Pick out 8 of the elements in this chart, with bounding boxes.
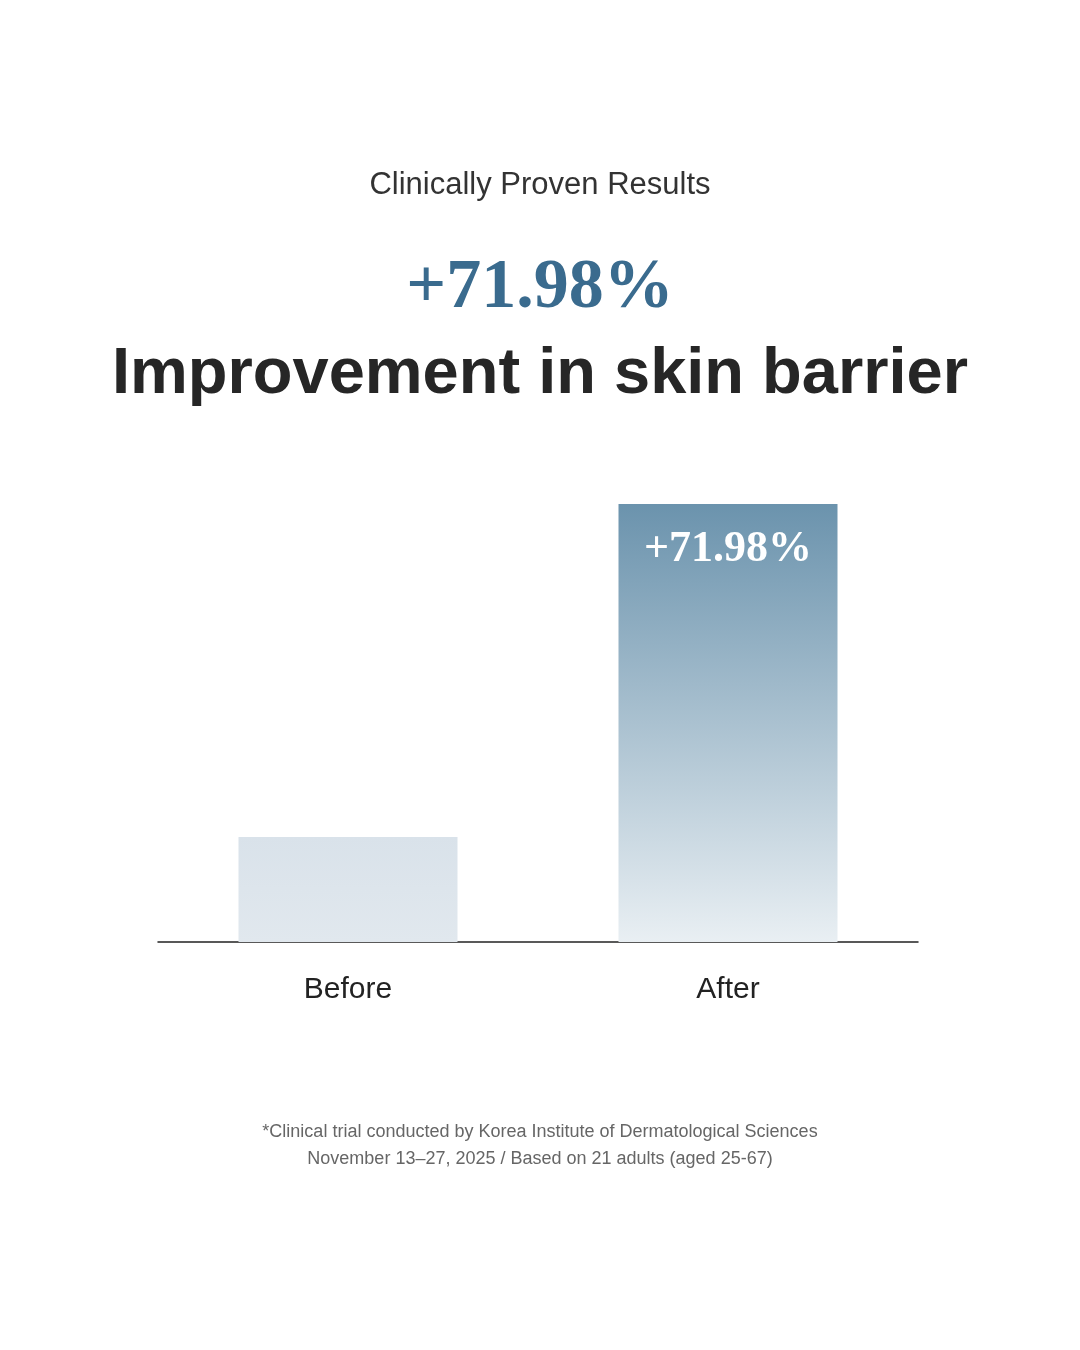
chart-subtitle: Clinically Proven Results: [369, 166, 711, 201]
x-tick-label: After: [696, 970, 760, 1004]
x-tick-label: Before: [303, 970, 393, 1004]
text: *Clinical trial conducted by Korea Institute of Dermatological Sciences: [262, 1121, 818, 1141]
annotation: +71.98%: [643, 521, 813, 571]
chart-title: Improvement in skin barrier: [111, 334, 969, 407]
text: +71.98%: [406, 244, 674, 322]
text: November 13–27, 2025 / Based on 21 adults (aged 25-67): [307, 1148, 773, 1168]
